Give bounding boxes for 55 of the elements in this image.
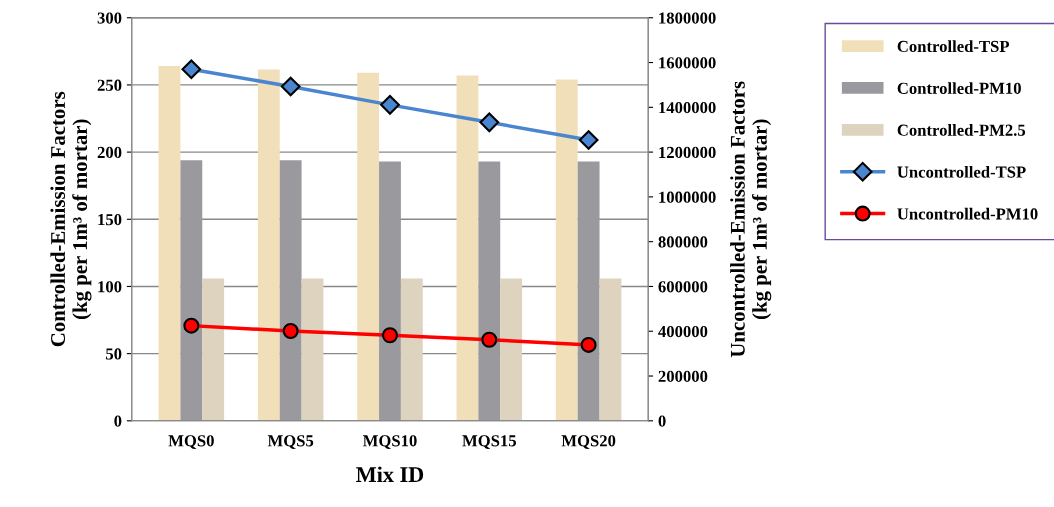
x-axis-title: Mix ID	[356, 466, 424, 482]
legend-label: Controlled-TSP	[897, 40, 1010, 53]
point	[181, 59, 202, 80]
y-tick-label: 250	[97, 79, 122, 91]
y2-tick-label: 400000	[658, 325, 708, 338]
legend-label: Uncontrolled-TSP	[897, 165, 1026, 178]
y-tick-label: 0	[114, 415, 122, 427]
y2-tick-label: 1800000	[659, 12, 716, 24]
bar	[158, 66, 181, 421]
legend-label: Controlled-PM10	[897, 82, 1021, 94]
point	[481, 331, 498, 348]
y2-tick-label: 200000	[658, 370, 708, 382]
bar	[202, 278, 225, 421]
bar	[357, 72, 380, 421]
bar	[400, 278, 423, 421]
x-tick-label: MQS5	[267, 435, 314, 449]
y-tick-label: 100	[98, 281, 122, 293]
bar	[301, 278, 324, 421]
y2-tick-label: 1200000	[659, 146, 716, 159]
y-tick-label: 200	[97, 146, 122, 159]
y2-tick-label: 1600000	[659, 57, 716, 69]
x-tick-label: MQS10	[362, 435, 417, 449]
y-tick-label: 50	[106, 348, 122, 360]
bar	[456, 75, 479, 421]
point	[280, 76, 301, 97]
x-tick-label: MQS20	[561, 435, 616, 449]
x-tick-label: MQS15	[462, 435, 517, 449]
point	[380, 94, 400, 115]
point	[183, 317, 200, 334]
bar	[180, 160, 203, 421]
bar	[257, 69, 280, 421]
y2-tick-label: 1000000	[659, 191, 716, 203]
point	[580, 336, 597, 353]
y-axis-title: Controlled-Emission Factors (kg per 1m³ of mortar)	[50, 91, 92, 347]
bar	[500, 278, 523, 421]
y2-tick-label: 800000	[658, 236, 708, 248]
point	[382, 327, 398, 344]
bar	[379, 161, 401, 421]
bar	[577, 161, 600, 421]
y2-tick-label: 600000	[658, 281, 708, 293]
y2-axis-title: Uncontrolled-Emission Factors (kg per 1m³ of mortar)	[730, 81, 772, 358]
bar	[279, 160, 302, 421]
y2-tick-label: 0	[658, 415, 666, 427]
point	[578, 130, 599, 150]
legend-label: Uncontrolled-PM10	[897, 207, 1038, 220]
bar	[599, 278, 622, 421]
legend-label: Controlled-PM2.5	[897, 124, 1026, 136]
bar	[555, 79, 578, 421]
point	[479, 112, 500, 133]
y-tick-label: 150	[98, 213, 122, 226]
y-tick-label: 300	[97, 12, 122, 24]
y2-tick-label: 1400000	[659, 102, 716, 114]
x-tick-label: MQS0	[168, 435, 214, 449]
bar	[478, 161, 501, 421]
point	[282, 323, 299, 339]
